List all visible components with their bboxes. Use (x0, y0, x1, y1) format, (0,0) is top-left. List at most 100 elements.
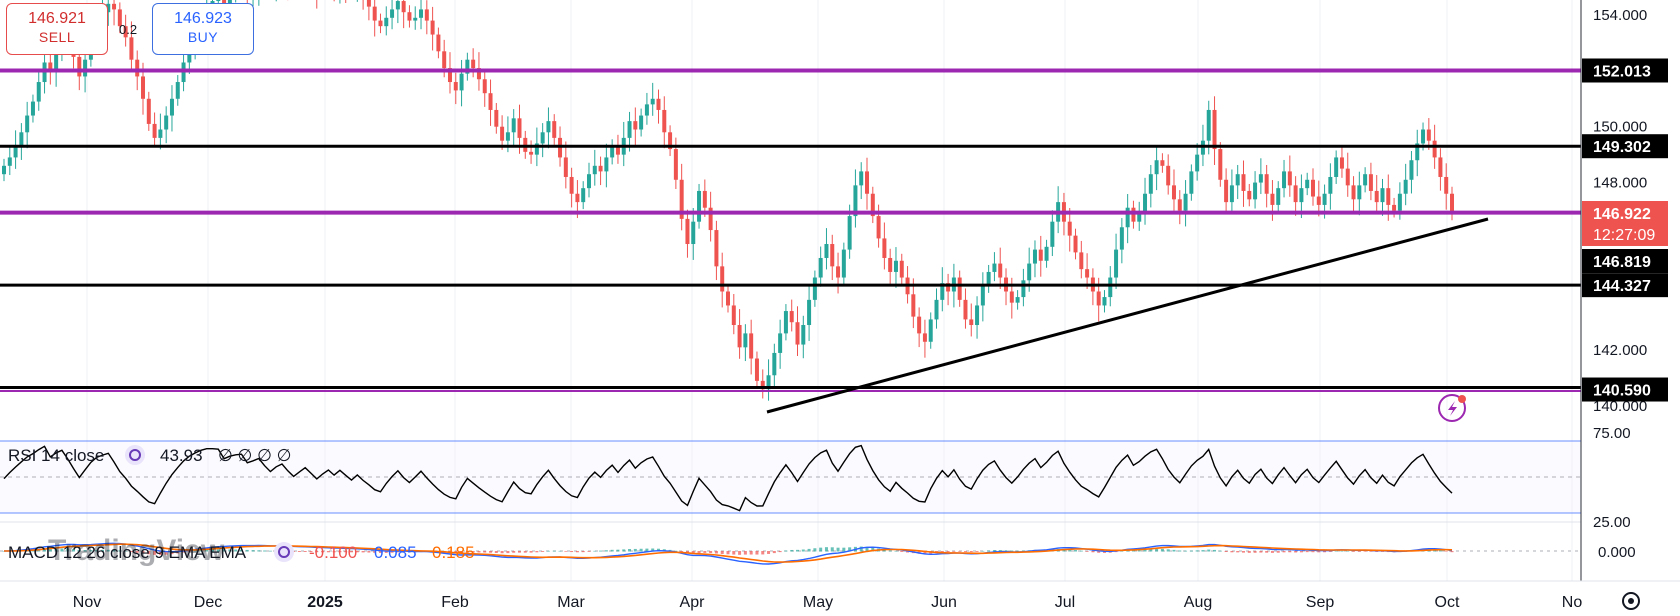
candle-body (575, 193, 580, 203)
macd-histogram-bar (963, 551, 967, 552)
candle-body (424, 9, 429, 21)
candle-body (390, 9, 395, 18)
buy-button[interactable]: 146.923 BUY (152, 3, 254, 55)
candle-body (529, 151, 534, 155)
candle-body (1299, 188, 1304, 203)
price-tick-label: 150.000 (1593, 119, 1647, 136)
candle-body (824, 244, 829, 258)
macd-histogram-bar (772, 551, 776, 554)
candle-body (870, 193, 875, 217)
time-tick-label: Mar (557, 594, 585, 611)
candle-body (783, 311, 788, 334)
macd-histogram-bar (871, 547, 875, 552)
candle-body (940, 283, 945, 300)
macd-histogram-bar (245, 549, 249, 552)
macd-histogram-bar (170, 551, 174, 555)
rsi-settings-icon[interactable] (125, 445, 145, 465)
grid (86, 0, 1573, 581)
macd-histogram-bar (211, 549, 215, 552)
macd-settings-icon[interactable] (274, 542, 294, 562)
macd-histogram-bar (338, 551, 342, 553)
macd-histogram-bar (332, 551, 336, 553)
ascending-trendline[interactable] (766, 217, 1489, 414)
candle-body (789, 311, 794, 323)
macd-histogram-bar (610, 549, 614, 552)
candle-body (1264, 174, 1269, 194)
macd-line (3, 542, 1453, 565)
time-axis[interactable]: Nov Dec 2025 Feb Mar Apr May Jun Jul Aug Sep Oct No (73, 594, 1583, 611)
candle-body (1096, 291, 1101, 306)
candle-body (847, 216, 852, 250)
candle-body (893, 260, 898, 272)
candle-body (25, 115, 30, 133)
candle-body (1143, 193, 1148, 214)
candle-body (563, 157, 568, 177)
candle-body (482, 79, 487, 94)
candle-body (442, 51, 447, 69)
candle-body (911, 294, 916, 317)
candle-body (1270, 193, 1275, 205)
candle-body (1021, 280, 1026, 298)
support-resistance-lines[interactable] (0, 68, 1581, 393)
candle-body (1044, 246, 1049, 261)
candle-body (668, 132, 673, 150)
candle-body (633, 121, 638, 130)
candle-body (1287, 171, 1292, 186)
macd-histogram-bar (1160, 548, 1164, 552)
macd-zero-tick: 0.000 (1598, 544, 1636, 561)
level-tag-value: 152.013 (1593, 63, 1651, 80)
candle-body (395, 1, 400, 10)
candle-body (969, 319, 974, 326)
macd-histogram-bar (645, 548, 649, 552)
macd-histogram-bar (703, 551, 707, 553)
macd-histogram-bar (72, 549, 76, 552)
candle-body (1195, 154, 1200, 172)
candle-body (146, 98, 151, 124)
candle-body (598, 165, 603, 172)
macd-histogram-bar (1189, 550, 1193, 552)
macd-histogram-bar (297, 551, 301, 552)
macd-histogram-bar (43, 548, 47, 552)
candle-body (922, 333, 927, 342)
sell-button[interactable]: 146.921 SELL (6, 3, 108, 55)
candle-body (610, 146, 615, 158)
macd-histogram-bar (1253, 551, 1257, 553)
candle-body (1067, 221, 1072, 236)
candle-body (934, 299, 939, 320)
macd-histogram-bar (1097, 551, 1101, 553)
trendline-price-tag: 146.819 (1582, 249, 1668, 273)
macd-histogram-bar (604, 550, 608, 552)
candle-body (963, 299, 968, 320)
rsi-lower-tick: 25.00 (1593, 514, 1631, 531)
candle-body (859, 171, 864, 186)
macd-histogram-bar (541, 551, 545, 552)
macd-histogram-bar (975, 551, 979, 552)
candle-body (807, 299, 812, 326)
level-tag-bg (1582, 134, 1668, 159)
macd-histogram-bar (807, 548, 811, 552)
candle-body (592, 165, 597, 175)
macd-histogram-bar (1091, 551, 1095, 553)
candle-body (1114, 249, 1119, 278)
macd-histogram-bar (570, 551, 574, 553)
macd-value: -0.100 (309, 543, 357, 562)
settings-icon[interactable] (1622, 592, 1640, 610)
macd-histogram-bar (263, 550, 267, 552)
macd-histogram-bar (900, 551, 904, 552)
candle-body (494, 109, 499, 127)
macd-histogram-bar (158, 551, 162, 555)
macd-histogram-bar (830, 547, 834, 552)
macd-histogram-bar (1195, 550, 1199, 552)
candle-body (702, 190, 707, 208)
macd-histogram-bar (1010, 550, 1014, 552)
macd-histogram-bar (506, 551, 510, 554)
macd-histogram-bar (523, 551, 527, 553)
candle-body (836, 266, 841, 278)
lightning-alert-icon[interactable] (1438, 394, 1466, 422)
spread-value: 0.2 (119, 22, 138, 37)
candle-body (1189, 171, 1194, 194)
macd-pane (0, 542, 1581, 565)
candle-body (378, 20, 383, 27)
candle-body (1334, 157, 1339, 177)
